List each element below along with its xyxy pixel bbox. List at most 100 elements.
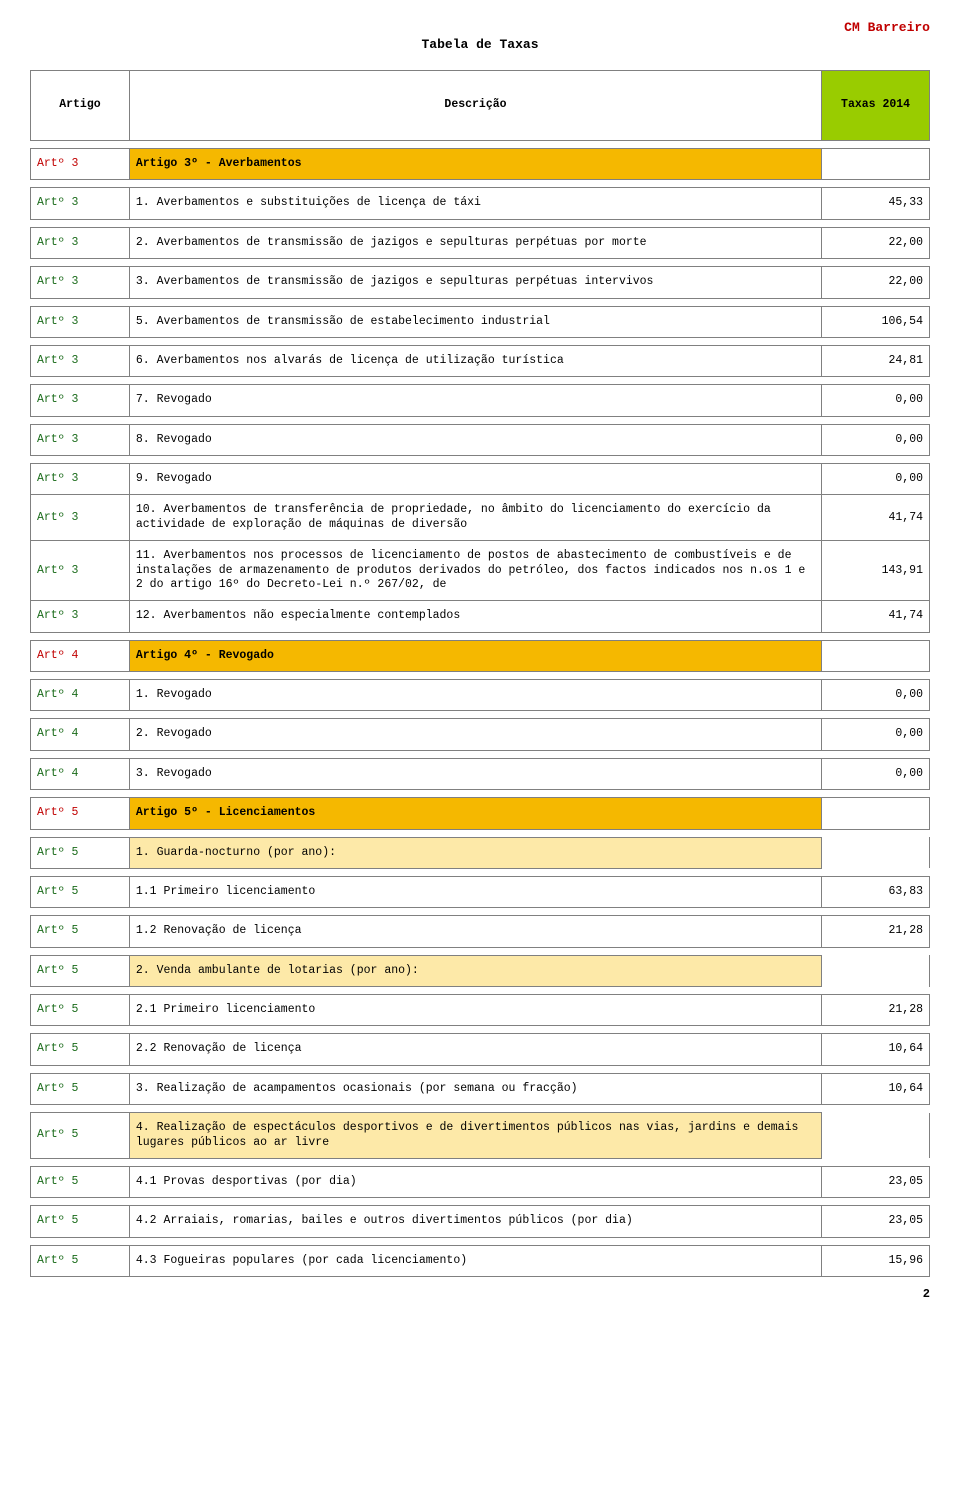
table-row: Artº 38. Revogado0,00 <box>31 424 930 455</box>
spacer-row <box>31 790 930 798</box>
cell-valor: 15,96 <box>822 1245 930 1276</box>
spacer-row <box>31 141 930 149</box>
cell-descricao: 1.2 Renovação de licença <box>129 916 821 947</box>
cell-descricao: 4.1 Provas desportivas (por dia) <box>129 1166 821 1197</box>
spacer-row <box>31 180 930 188</box>
cell-descricao: 6. Averbamentos nos alvarás de licença d… <box>129 345 821 376</box>
cell-descricao: 2.2 Renovação de licença <box>129 1034 821 1065</box>
spacer-row <box>31 672 930 680</box>
table-row: Artº 41. Revogado0,00 <box>31 680 930 711</box>
cell-artigo: Artº 3 <box>31 541 130 601</box>
cell-artigo: Artº 3 <box>31 267 130 298</box>
cell-valor: 23,05 <box>822 1166 930 1197</box>
cell-artigo: Artº 5 <box>31 1245 130 1276</box>
table-row: Artº 4Artigo 4º - Revogado <box>31 640 930 671</box>
cell-artigo: Artº 5 <box>31 1073 130 1104</box>
cell-valor: 0,00 <box>822 424 930 455</box>
table-row: Artº 52.2 Renovação de licença10,64 <box>31 1034 930 1065</box>
cell-artigo: Artº 5 <box>31 1206 130 1237</box>
cell-valor <box>822 955 930 986</box>
cell-descricao: 3. Realização de acampamentos ocasionais… <box>129 1073 821 1104</box>
cell-artigo: Artº 3 <box>31 601 130 632</box>
cell-valor: 0,00 <box>822 464 930 495</box>
cell-valor: 0,00 <box>822 680 930 711</box>
cell-valor <box>822 798 930 829</box>
cell-valor: 106,54 <box>822 306 930 337</box>
cell-artigo: Artº 5 <box>31 1166 130 1197</box>
cell-valor <box>822 1113 930 1159</box>
cell-artigo: Artº 3 <box>31 464 130 495</box>
spacer-row <box>31 947 930 955</box>
cell-descricao: 12. Averbamentos não especialmente conte… <box>129 601 821 632</box>
cell-artigo: Artº 5 <box>31 995 130 1026</box>
spacer-row <box>31 416 930 424</box>
cell-descricao: 2.1 Primeiro licenciamento <box>129 995 821 1026</box>
table-row: Artº 39. Revogado0,00 <box>31 464 930 495</box>
table-header-row: Artigo Descrição Taxas 2014 <box>31 71 930 141</box>
cell-descricao: 1. Averbamentos e substituições de licen… <box>129 188 821 219</box>
spacer-row <box>31 456 930 464</box>
spacer-row <box>31 1198 930 1206</box>
cell-descricao: 5. Averbamentos de transmissão de estabe… <box>129 306 821 337</box>
table-row: Artº 51. Guarda-nocturno (por ano): <box>31 837 930 868</box>
cell-descricao: Artigo 3º - Averbamentos <box>129 149 821 180</box>
table-row: Artº 36. Averbamentos nos alvarás de lic… <box>31 345 930 376</box>
table-row: Artº 310. Averbamentos de transferência … <box>31 495 930 541</box>
table-row: Artº 52.1 Primeiro licenciamento21,28 <box>31 995 930 1026</box>
table-row: Artº 54.3 Fogueiras populares (por cada … <box>31 1245 930 1276</box>
header-taxas: Taxas 2014 <box>822 71 930 141</box>
spacer-row <box>31 298 930 306</box>
table-row: Artº 33. Averbamentos de transmissão de … <box>31 267 930 298</box>
cell-valor: 41,74 <box>822 495 930 541</box>
cell-valor: 0,00 <box>822 719 930 750</box>
cell-artigo: Artº 5 <box>31 1034 130 1065</box>
spacer-row <box>31 632 930 640</box>
table-row: Artº 37. Revogado0,00 <box>31 385 930 416</box>
spacer-row <box>31 908 930 916</box>
cell-artigo: Artº 5 <box>31 798 130 829</box>
table-row: Artº 52. Venda ambulante de lotarias (po… <box>31 955 930 986</box>
cell-descricao: 10. Averbamentos de transferência de pro… <box>129 495 821 541</box>
cell-artigo: Artº 3 <box>31 227 130 258</box>
cell-descricao: 1.1 Primeiro licenciamento <box>129 876 821 907</box>
cell-valor: 23,05 <box>822 1206 930 1237</box>
page-title: Tabela de Taxas <box>30 37 930 52</box>
spacer-row <box>31 868 930 876</box>
table-row: Artº 5Artigo 5º - Licenciamentos <box>31 798 930 829</box>
cell-descricao: 4.3 Fogueiras populares (por cada licenc… <box>129 1245 821 1276</box>
table-row: Artº 51.1 Primeiro licenciamento63,83 <box>31 876 930 907</box>
cell-descricao: 4. Realização de espectáculos desportivo… <box>129 1113 821 1159</box>
cell-descricao: 1. Guarda-nocturno (por ano): <box>129 837 821 868</box>
spacer-row <box>31 219 930 227</box>
cell-valor <box>822 837 930 868</box>
table-row: Artº 42. Revogado0,00 <box>31 719 930 750</box>
cell-artigo: Artº 3 <box>31 188 130 219</box>
cell-descricao: 9. Revogado <box>129 464 821 495</box>
table-row: Artº 31. Averbamentos e substituições de… <box>31 188 930 219</box>
table-row: Artº 43. Revogado0,00 <box>31 758 930 789</box>
spacer-row <box>31 1026 930 1034</box>
cell-descricao: 3. Revogado <box>129 758 821 789</box>
cell-artigo: Artº 5 <box>31 916 130 947</box>
cell-artigo: Artº 5 <box>31 837 130 868</box>
cell-valor: 10,64 <box>822 1073 930 1104</box>
cell-artigo: Artº 4 <box>31 719 130 750</box>
spacer-row <box>31 750 930 758</box>
cell-descricao: 2. Venda ambulante de lotarias (por ano)… <box>129 955 821 986</box>
spacer-row <box>31 1105 930 1113</box>
cell-valor: 21,28 <box>822 995 930 1026</box>
table-row: Artº 35. Averbamentos de transmissão de … <box>31 306 930 337</box>
table-row: Artº 51.2 Renovação de licença21,28 <box>31 916 930 947</box>
table-row: Artº 53. Realização de acampamentos ocas… <box>31 1073 930 1104</box>
cell-artigo: Artº 4 <box>31 680 130 711</box>
cell-valor: 143,91 <box>822 541 930 601</box>
cell-artigo: Artº 3 <box>31 385 130 416</box>
cell-valor <box>822 640 930 671</box>
cell-valor: 22,00 <box>822 267 930 298</box>
cell-artigo: Artº 3 <box>31 306 130 337</box>
cell-valor <box>822 149 930 180</box>
cell-artigo: Artº 3 <box>31 149 130 180</box>
cell-artigo: Artº 4 <box>31 758 130 789</box>
cell-valor: 41,74 <box>822 601 930 632</box>
spacer-row <box>31 259 930 267</box>
